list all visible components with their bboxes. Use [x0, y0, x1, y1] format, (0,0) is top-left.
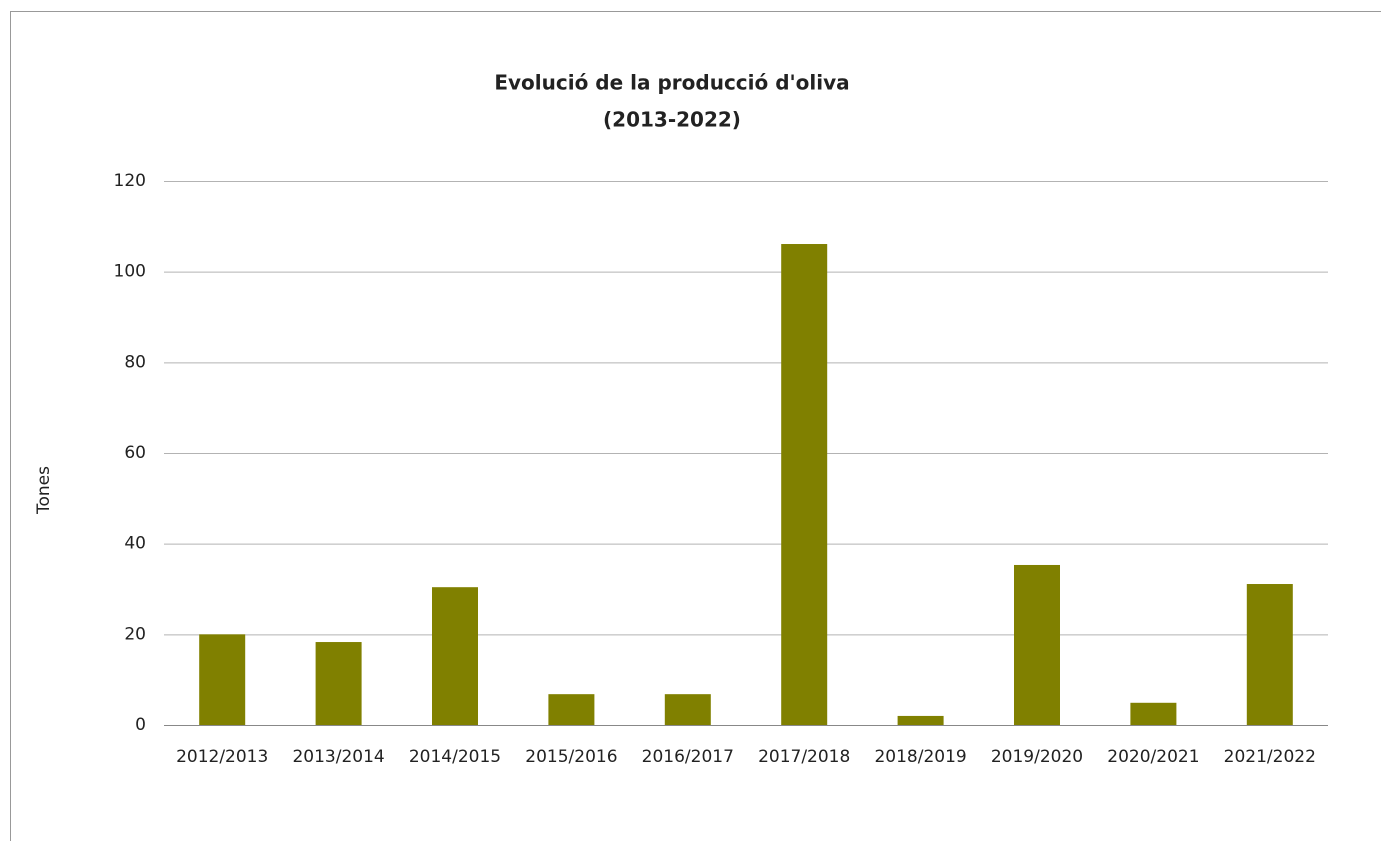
- bar: [315, 642, 362, 725]
- bar: [199, 634, 246, 725]
- x-tick-label: 2015/2016: [525, 747, 617, 767]
- bar: [1246, 584, 1293, 725]
- bar: [897, 715, 944, 725]
- x-tick-label: 2017/2018: [758, 747, 850, 767]
- y-tick-label: 0: [135, 715, 146, 735]
- bar: [548, 694, 595, 725]
- y-tick-label: 40: [124, 534, 146, 554]
- y-axis-label: Tones: [34, 466, 54, 515]
- x-tick-label: 2018/2019: [874, 747, 966, 767]
- y-tick-label: 80: [124, 352, 146, 372]
- bar: [664, 694, 711, 725]
- y-tick-label: 100: [114, 262, 146, 282]
- bar: [1130, 702, 1177, 725]
- chart-title: Evolució de la producció d'oliva: [494, 71, 849, 95]
- bar: [432, 587, 478, 725]
- y-tick-label: 20: [124, 624, 146, 644]
- x-tick-label: 2013/2014: [292, 747, 384, 767]
- x-tick-label: 2014/2015: [409, 747, 501, 767]
- y-tick-label: 120: [114, 171, 146, 191]
- y-tick-label: 60: [124, 443, 146, 463]
- bar: [781, 244, 828, 725]
- x-tick-label: 2020/2021: [1107, 747, 1199, 767]
- bar: [1014, 564, 1060, 725]
- x-tick-label: 2019/2020: [991, 747, 1083, 767]
- chart-subtitle: (2013-2022): [603, 108, 741, 132]
- x-tick-label: 2012/2013: [176, 747, 268, 767]
- x-tick-label: 2021/2022: [1224, 747, 1316, 767]
- x-tick-label: 2016/2017: [642, 747, 734, 767]
